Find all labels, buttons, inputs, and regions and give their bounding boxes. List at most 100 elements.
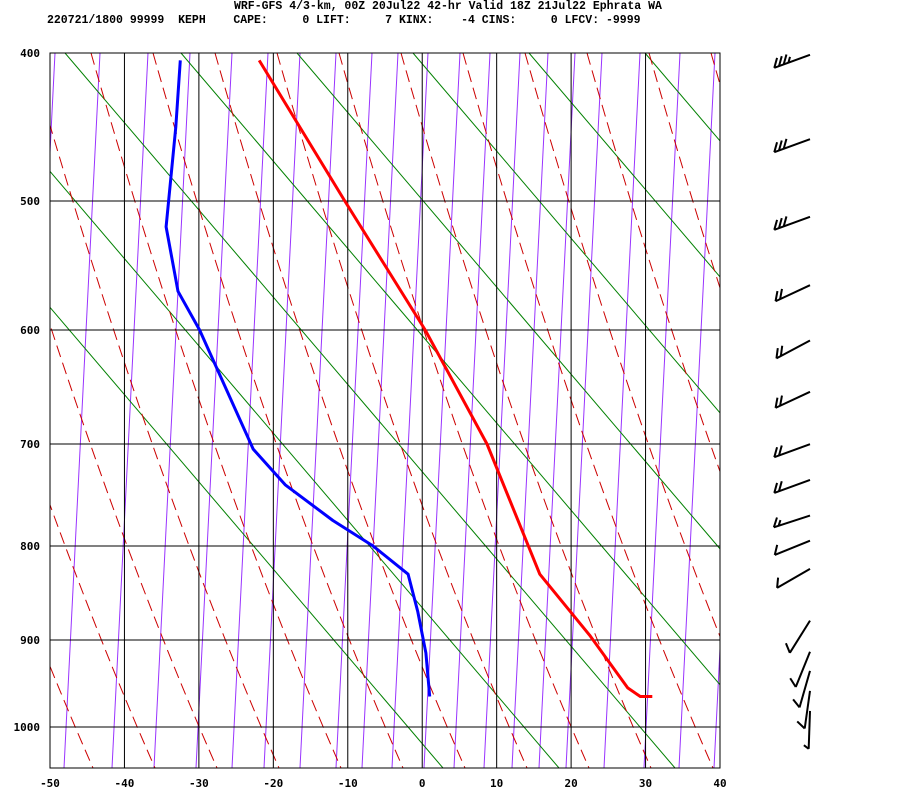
wind-barb-flag [779, 395, 783, 406]
wind-barb-flag [773, 141, 779, 153]
mixing-ratio-line [299, 53, 337, 768]
mixing-ratio-line [335, 53, 373, 768]
wind-barb [803, 710, 811, 750]
dry-adiabat-line [296, 53, 720, 550]
x-tick-label: -30 [189, 777, 209, 790]
wind-barb-flag [777, 519, 782, 527]
mixing-ratio-line [643, 53, 681, 768]
wind-barb-flag [773, 544, 779, 556]
dry-adiabat-line [64, 53, 676, 768]
wind-barb-staff [773, 138, 811, 154]
moist-adiabat-line [50, 123, 280, 768]
moist-adiabat-line [524, 53, 720, 638]
wind-barb-flag [787, 56, 791, 63]
moist-adiabat-line [50, 664, 94, 768]
wind-barb-flag [774, 290, 779, 302]
wind-barb-staff [775, 390, 811, 409]
wind-barb-flag [792, 698, 801, 709]
wind-barb-flag [779, 288, 783, 300]
wind-barb-staff [773, 478, 811, 494]
mixing-ratio-line [565, 53, 603, 768]
wind-barb [773, 478, 811, 494]
wind-barb-flag [782, 54, 788, 65]
moist-adiabat-line [648, 53, 720, 290]
wind-barb-flag [782, 216, 788, 227]
wind-barb-staff [773, 514, 811, 529]
moist-adiabat-line [50, 503, 156, 768]
dry-adiabat-line [50, 170, 560, 768]
mixing-ratio-line [423, 53, 461, 768]
wind-barb [772, 514, 811, 529]
mixing-ratio-line [483, 53, 521, 768]
y-tick-label: 600 [20, 324, 40, 337]
wind-barb [796, 690, 811, 730]
wind-barb-flag [789, 677, 797, 688]
y-tick-label: 1000 [14, 721, 41, 734]
wind-barb-flag [782, 138, 788, 150]
chart-title: WRF-GFS 4/3-km, 00Z 20Jul22 42-hr Valid … [234, 0, 662, 13]
moist-adiabat-line [90, 53, 342, 768]
wind-barb-flag [778, 480, 783, 492]
wind-barb [792, 670, 811, 709]
dewpoint-profile-line [164, 60, 432, 697]
wind-barb-staff [794, 651, 811, 688]
dry-adiabat-line [877, 53, 900, 768]
y-tick-label: 700 [20, 438, 40, 451]
moist-adiabat-line [152, 53, 404, 768]
plot-frame [49, 52, 721, 769]
x-tick-label: -50 [40, 777, 60, 790]
mixing-ratio-line [153, 53, 191, 768]
mixing-ratio-line [511, 53, 549, 768]
wind-barb-flag [778, 55, 783, 67]
x-tick-label: -40 [115, 777, 135, 790]
wind-barb [773, 443, 811, 459]
mixing-ratio-line [231, 53, 269, 768]
wind-barb-staff [807, 710, 811, 749]
wind-barb-staff [774, 539, 811, 556]
wind-barb-flag [775, 347, 779, 359]
moist-adiabat-line [462, 53, 714, 768]
wind-barb-flag [796, 720, 806, 730]
wind-barb [773, 53, 811, 69]
station-indices-line: 220721/1800 99999 KEPH CAPE: 0 LIFT: 7 K… [47, 14, 641, 27]
mixing-ratio-line [453, 53, 491, 768]
wind-barb [784, 620, 811, 654]
wind-barb-staff [789, 620, 811, 654]
wind-barb-flag [779, 345, 784, 357]
wind-barb [775, 339, 811, 360]
wind-barb-staff [776, 568, 811, 589]
wind-barb-flag [784, 642, 791, 654]
wind-barb-flag [778, 140, 783, 151]
dry-adiabat-line [644, 53, 720, 142]
wind-barb-staff [773, 443, 811, 459]
y-tick-label: 400 [20, 47, 40, 60]
y-tick-label: 900 [20, 634, 40, 647]
moist-adiabat-line [276, 53, 528, 768]
wind-barb [773, 539, 811, 556]
wind-barb-staff [798, 670, 811, 708]
mixing-ratio-line [538, 53, 576, 768]
dry-adiabat-line [180, 53, 720, 686]
dry-adiabat-line [412, 53, 720, 414]
wind-barb-flag [773, 482, 779, 494]
mixing-ratio-line [195, 53, 233, 768]
wind-barb [773, 138, 811, 154]
wind-barb-staff [775, 339, 811, 360]
x-tick-label: 20 [564, 777, 577, 790]
moist-adiabat-line [586, 53, 720, 473]
wind-barb-flag [773, 57, 779, 69]
x-tick-label: 0 [419, 777, 426, 790]
mixing-ratio-line [603, 53, 641, 768]
x-tick-label: 40 [713, 777, 726, 790]
y-tick-label: 800 [20, 540, 40, 553]
dry-adiabat-line [528, 53, 720, 278]
dry-adiabat-line [761, 53, 900, 768]
mixing-ratio-line [111, 53, 149, 768]
wind-barb-flag [772, 517, 778, 528]
x-tick-label: -10 [338, 777, 358, 790]
wind-barb-flag [778, 217, 783, 229]
x-tick-label: 30 [639, 777, 652, 790]
y-tick-label: 500 [20, 195, 40, 208]
wind-barb-flag [773, 446, 779, 458]
